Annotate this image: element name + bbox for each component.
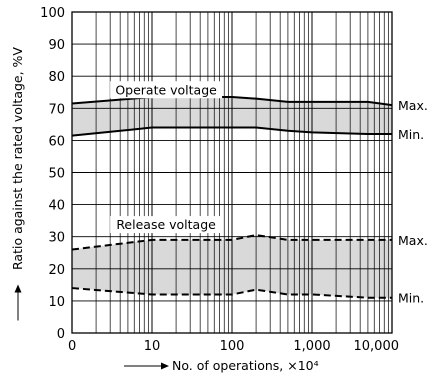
band-annotation: Operate voltage: [115, 82, 217, 97]
x-tick-label: 10: [144, 339, 161, 354]
plot-frame: [71, 11, 393, 334]
y-tick-label: 40: [48, 199, 65, 214]
x-axis-title: No. of operations, ×10⁴: [172, 358, 319, 373]
y-tick-label: 100: [40, 6, 65, 21]
y-axis-title-group: Ratio against the rated voltage, %V: [10, 47, 25, 321]
grid-layer: [71, 11, 393, 334]
y-axis-arrow-head: [14, 284, 22, 293]
x-axis-arrow-head: [161, 362, 169, 370]
text-layer: 0 10 20 30 40 50 60 70 80 90 100 0 10 100 1,000 10,000 O…: [10, 6, 428, 373]
x-tick-label: 0: [68, 339, 76, 354]
y-tick-label: 60: [48, 134, 65, 149]
y-tick-label: 30: [48, 231, 65, 246]
x-tick-label: 100: [220, 339, 245, 354]
x-tick-label: 1,000: [293, 339, 330, 354]
y-tick-label: 80: [48, 70, 65, 85]
annotation-backdrop-1: [110, 216, 223, 234]
y-axis-title: Ratio against the rated voltage, %V: [10, 47, 25, 270]
y-tick-label: 20: [48, 263, 65, 278]
band-1-upper-line: [71, 234, 392, 251]
y-tick-label: 90: [48, 38, 65, 53]
band-lower-label: Min.: [398, 127, 424, 142]
band-lower-label: Min.: [398, 291, 424, 306]
band-annotation: Release voltage: [116, 217, 216, 232]
band-0-lower-line: [71, 126, 392, 137]
band-1-lower-line: [71, 287, 392, 299]
band-upper-label: Max.: [398, 233, 428, 248]
y-tick-label: 0: [57, 327, 65, 342]
annotation-backdrop-0: [110, 81, 223, 99]
y-tick-label: 10: [48, 295, 65, 310]
y-tick-label: 50: [48, 167, 65, 182]
band-upper-label: Max.: [398, 98, 428, 113]
y-tick-label: 70: [48, 102, 65, 117]
x-tick-label: 10,000: [354, 339, 400, 354]
